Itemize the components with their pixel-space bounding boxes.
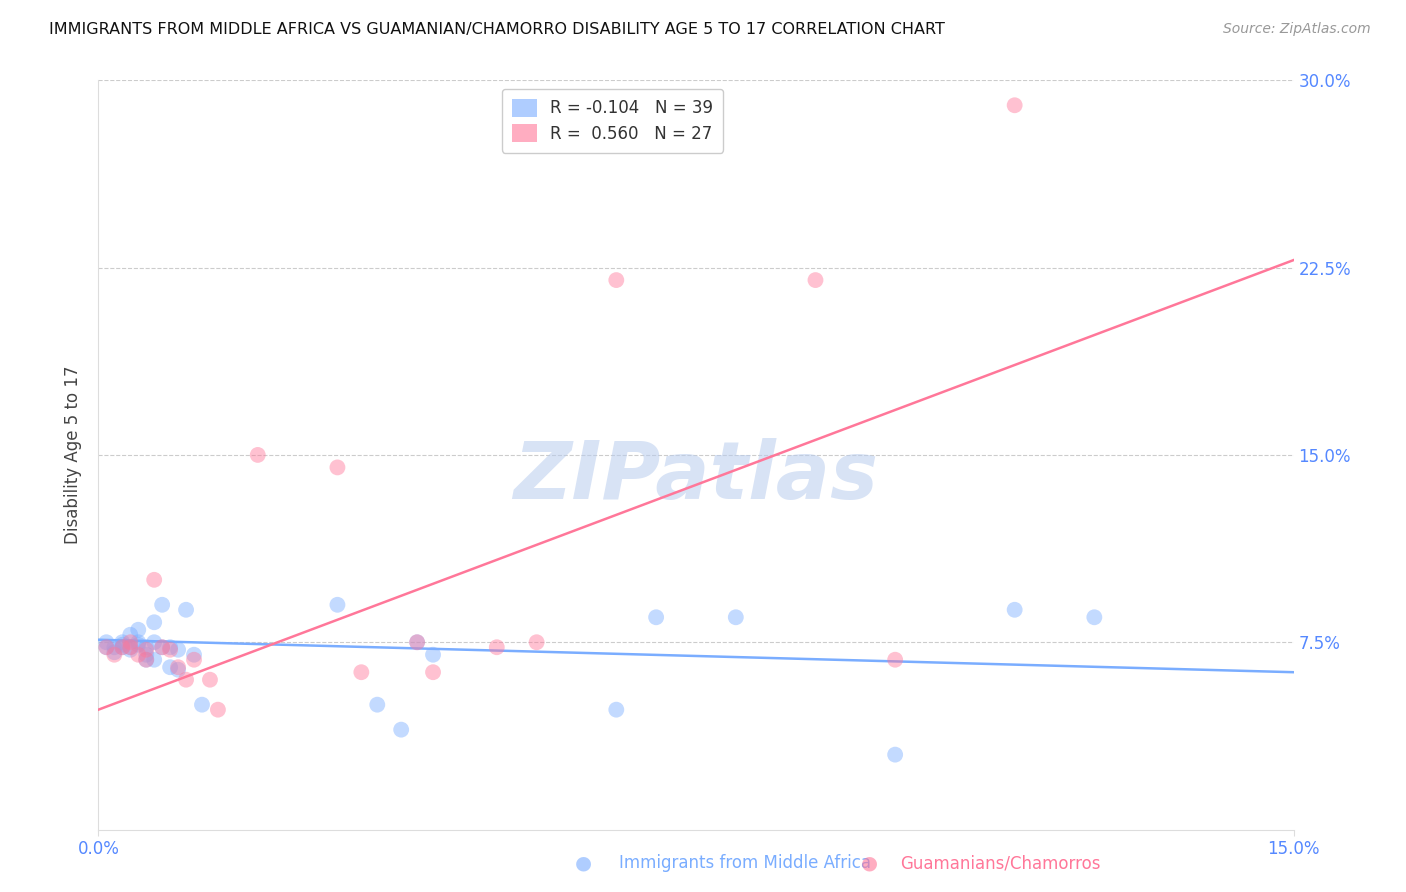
Point — [120, 642, 142, 657]
Point — [135, 648, 157, 662]
Text: Guamanians/Chamorros: Guamanians/Chamorros — [900, 855, 1101, 872]
Y-axis label: Disability Age 5 to 17: Disability Age 5 to 17 — [65, 366, 83, 544]
Text: ●: ● — [575, 854, 592, 873]
Point — [103, 640, 125, 655]
Point — [150, 640, 173, 655]
Point — [127, 638, 149, 652]
Point — [485, 640, 508, 655]
Point — [159, 640, 181, 655]
Point — [422, 665, 444, 680]
Text: Immigrants from Middle Africa: Immigrants from Middle Africa — [619, 855, 870, 872]
Point — [246, 448, 269, 462]
Text: ●: ● — [860, 854, 877, 873]
Point — [111, 635, 134, 649]
Point — [96, 635, 118, 649]
Point — [103, 645, 125, 659]
Point — [1083, 610, 1105, 624]
Point — [120, 628, 142, 642]
Point — [159, 660, 181, 674]
Point — [605, 273, 627, 287]
Point — [143, 615, 166, 630]
Point — [526, 635, 548, 649]
Point — [143, 635, 166, 649]
Point — [174, 603, 197, 617]
Point — [1004, 98, 1026, 112]
Point — [804, 273, 827, 287]
Point — [150, 598, 173, 612]
Point — [350, 665, 373, 680]
Point — [422, 648, 444, 662]
Point — [159, 642, 181, 657]
Point — [103, 648, 125, 662]
Point — [120, 640, 142, 655]
Point — [183, 653, 205, 667]
Point — [111, 638, 134, 652]
Point — [167, 642, 190, 657]
Point — [127, 635, 149, 649]
Point — [326, 598, 349, 612]
Point — [724, 610, 747, 624]
Text: ZIPatlas: ZIPatlas — [513, 438, 879, 516]
Point — [135, 653, 157, 667]
Point — [150, 640, 173, 655]
Point — [884, 653, 907, 667]
Point — [645, 610, 668, 624]
Point — [207, 703, 229, 717]
Point — [96, 640, 118, 655]
Point — [183, 648, 205, 662]
Point — [366, 698, 388, 712]
Point — [198, 673, 221, 687]
Point — [135, 640, 157, 655]
Point — [167, 660, 190, 674]
Point — [884, 747, 907, 762]
Point — [135, 642, 157, 657]
Point — [143, 573, 166, 587]
Point — [167, 663, 190, 677]
Point — [135, 653, 157, 667]
Point — [120, 635, 142, 649]
Text: IMMIGRANTS FROM MIDDLE AFRICA VS GUAMANIAN/CHAMORRO DISABILITY AGE 5 TO 17 CORRE: IMMIGRANTS FROM MIDDLE AFRICA VS GUAMANI… — [49, 22, 945, 37]
Point — [143, 653, 166, 667]
Point — [1004, 603, 1026, 617]
Point — [605, 703, 627, 717]
Point — [111, 640, 134, 655]
Legend: R = -0.104   N = 39, R =  0.560   N = 27: R = -0.104 N = 39, R = 0.560 N = 27 — [502, 88, 723, 153]
Point — [389, 723, 412, 737]
Point — [174, 673, 197, 687]
Point — [406, 635, 429, 649]
Text: Source: ZipAtlas.com: Source: ZipAtlas.com — [1223, 22, 1371, 37]
Point — [120, 640, 142, 655]
Point — [326, 460, 349, 475]
Point — [127, 623, 149, 637]
Point — [191, 698, 214, 712]
Point — [127, 648, 149, 662]
Point — [406, 635, 429, 649]
Point — [96, 640, 118, 655]
Point — [111, 640, 134, 655]
